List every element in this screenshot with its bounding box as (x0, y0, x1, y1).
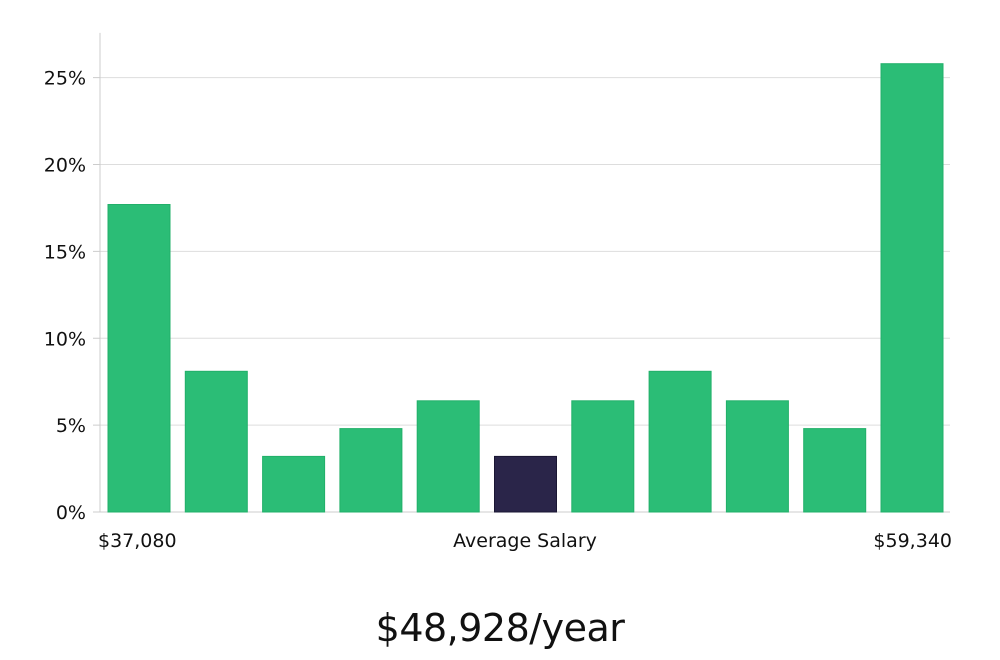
y-tick-label: 20% (44, 155, 86, 177)
bar (881, 64, 943, 512)
y-tick-label: 15% (44, 241, 86, 263)
y-tick-label: 25% (44, 68, 86, 90)
y-tick-label: 10% (44, 328, 86, 350)
bar (263, 456, 325, 512)
average-salary-caption: $48,928/year (0, 606, 1000, 650)
x-axis-title: Average Salary (453, 530, 597, 552)
y-tick-label: 5% (56, 415, 86, 437)
bars (108, 64, 943, 512)
bar (185, 371, 247, 512)
y-tick-label: 0% (56, 502, 86, 524)
x-max-label: $59,340 (873, 530, 952, 552)
x-min-label: $37,080 (98, 530, 177, 552)
bar (804, 429, 866, 512)
bar (108, 205, 170, 513)
bar (340, 429, 402, 512)
salary-histogram: 0%5%10%15%20%25% $37,080 Average Salary … (0, 0, 1000, 580)
y-axis-ticks: 0% 5% 10% 15% 20% 25% (44, 68, 100, 524)
bar (649, 371, 711, 512)
bar (726, 401, 788, 512)
bar-highlight (495, 456, 557, 512)
bar (572, 401, 634, 512)
bar (417, 401, 479, 512)
